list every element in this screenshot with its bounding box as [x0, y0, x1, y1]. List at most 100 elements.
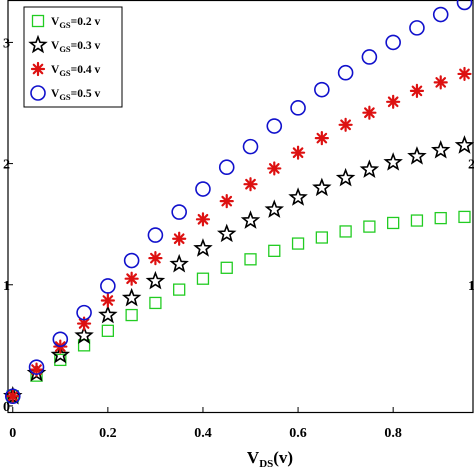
data-point-asterisk: [314, 131, 329, 146]
data-point-square: [125, 308, 138, 322]
data-point-asterisk: [5, 389, 20, 404]
x-tick-label: 0.6: [289, 426, 307, 441]
data-point-asterisk: [76, 316, 92, 331]
data-point-asterisk: [362, 105, 377, 120]
data-point-square: [363, 220, 376, 233]
data-point-asterisk: [433, 75, 448, 90]
data-point-square: [101, 324, 115, 337]
data-point-star: [169, 253, 189, 273]
data-point-circle: [52, 331, 69, 348]
data-point-square: [315, 231, 328, 244]
y-tick-label: 2: [3, 158, 10, 173]
data-point-square: [339, 225, 352, 238]
legend-box: [23, 6, 123, 108]
data-point-square: [31, 14, 45, 28]
data-point-star: [121, 287, 142, 307]
x-tick-label: 0.2: [99, 426, 117, 441]
legend-entry: VGS=0.3 v: [28, 34, 100, 54]
legend-label: VGS=0.3 v: [51, 40, 100, 54]
data-point-circle: [456, 0, 473, 11]
data-point-star: [383, 152, 403, 171]
x-tick-label: 0.4: [194, 426, 212, 441]
data-point-star: [216, 223, 237, 243]
data-point-circle: [100, 278, 116, 294]
x-axis-label: VDS(v): [247, 448, 293, 470]
data-series-layer: [3, 0, 474, 405]
x-axis-label-main: V: [247, 448, 260, 467]
data-point-asterisk: [409, 83, 425, 98]
data-point-asterisk: [30, 61, 46, 77]
right-tick-label: 1: [468, 279, 474, 294]
data-point-asterisk: [267, 161, 282, 176]
data-point-circle: [171, 204, 187, 220]
data-point-star: [312, 177, 332, 197]
y-tick-label: 3: [3, 36, 10, 51]
data-point-circle: [290, 100, 306, 116]
x-axis-label-sub: DS: [259, 458, 273, 470]
right-tick-label: 2: [468, 158, 474, 173]
data-point-star: [193, 238, 213, 257]
legend-entry: VGS=0.4 v: [30, 61, 100, 78]
legend-entry: VGS=0.5 v: [30, 85, 100, 102]
series-3: [5, 66, 472, 404]
data-point-circle: [76, 304, 92, 321]
data-point-circle: [28, 359, 45, 375]
data-point-circle: [266, 118, 283, 134]
data-point-circle: [147, 227, 164, 243]
data-point-asterisk: [457, 66, 472, 82]
data-point-star: [264, 199, 285, 218]
data-point-square: [410, 214, 424, 227]
data-point-star: [74, 325, 94, 344]
data-point-asterisk: [172, 231, 187, 246]
data-point-circle: [432, 6, 449, 23]
data-point-circle: [123, 252, 140, 269]
y-tick-label: 1: [3, 279, 10, 294]
data-point-asterisk: [338, 117, 353, 132]
data-point-square: [173, 283, 186, 296]
data-point-square: [291, 237, 305, 250]
data-point-asterisk: [290, 145, 306, 160]
legend-label: VGS=0.5 v: [51, 88, 100, 102]
x-tick-label: 0.8: [384, 426, 402, 441]
legend: VGS=0.2 v VGS=0.3 v VGS=0.4 v VGS=0.5 v: [23, 6, 123, 108]
data-point-asterisk: [124, 271, 139, 286]
data-point-star: [335, 167, 356, 187]
data-point-square: [149, 296, 162, 310]
x-axis-ticks: 0 0.2 0.4 0.6 0.8: [9, 407, 402, 441]
series-4: [4, 0, 473, 405]
data-point-asterisk: [100, 293, 115, 308]
data-point-square: [220, 261, 233, 274]
data-point-square: [387, 216, 400, 230]
plot-border: [7, 0, 474, 414]
data-point-circle: [314, 81, 330, 98]
legend-entry: VGS=0.2 v: [31, 14, 100, 30]
legend-label: VGS=0.4 v: [51, 64, 100, 78]
data-point-star: [454, 135, 474, 154]
data-point-asterisk: [195, 212, 211, 227]
data-point-circle: [385, 34, 401, 51]
x-tick-label: 0: [9, 426, 16, 441]
data-point-circle: [242, 138, 259, 155]
data-point-star: [28, 34, 48, 54]
data-point-star: [430, 140, 451, 159]
series-1: [6, 210, 471, 403]
data-point-star: [50, 344, 71, 364]
data-point-star: [145, 270, 166, 290]
y-tick-label: 0: [3, 400, 10, 415]
data-point-square: [244, 253, 257, 266]
data-point-star: [407, 146, 427, 165]
data-point-star: [288, 187, 308, 206]
data-point-square: [196, 272, 210, 285]
data-point-circle: [195, 181, 211, 197]
series-2: [3, 135, 474, 405]
data-point-star: [98, 304, 118, 324]
x-axis-label-suffix: (v): [273, 448, 293, 467]
legend-label: VGS=0.2 v: [51, 16, 100, 30]
data-point-circle: [361, 49, 378, 65]
data-point-circle: [337, 64, 354, 81]
data-point-square: [268, 244, 281, 257]
right-axis-ticks: 12: [468, 158, 474, 294]
y-axis-ticks: 0 1 2 3: [3, 36, 13, 415]
data-point-circle: [409, 20, 425, 36]
